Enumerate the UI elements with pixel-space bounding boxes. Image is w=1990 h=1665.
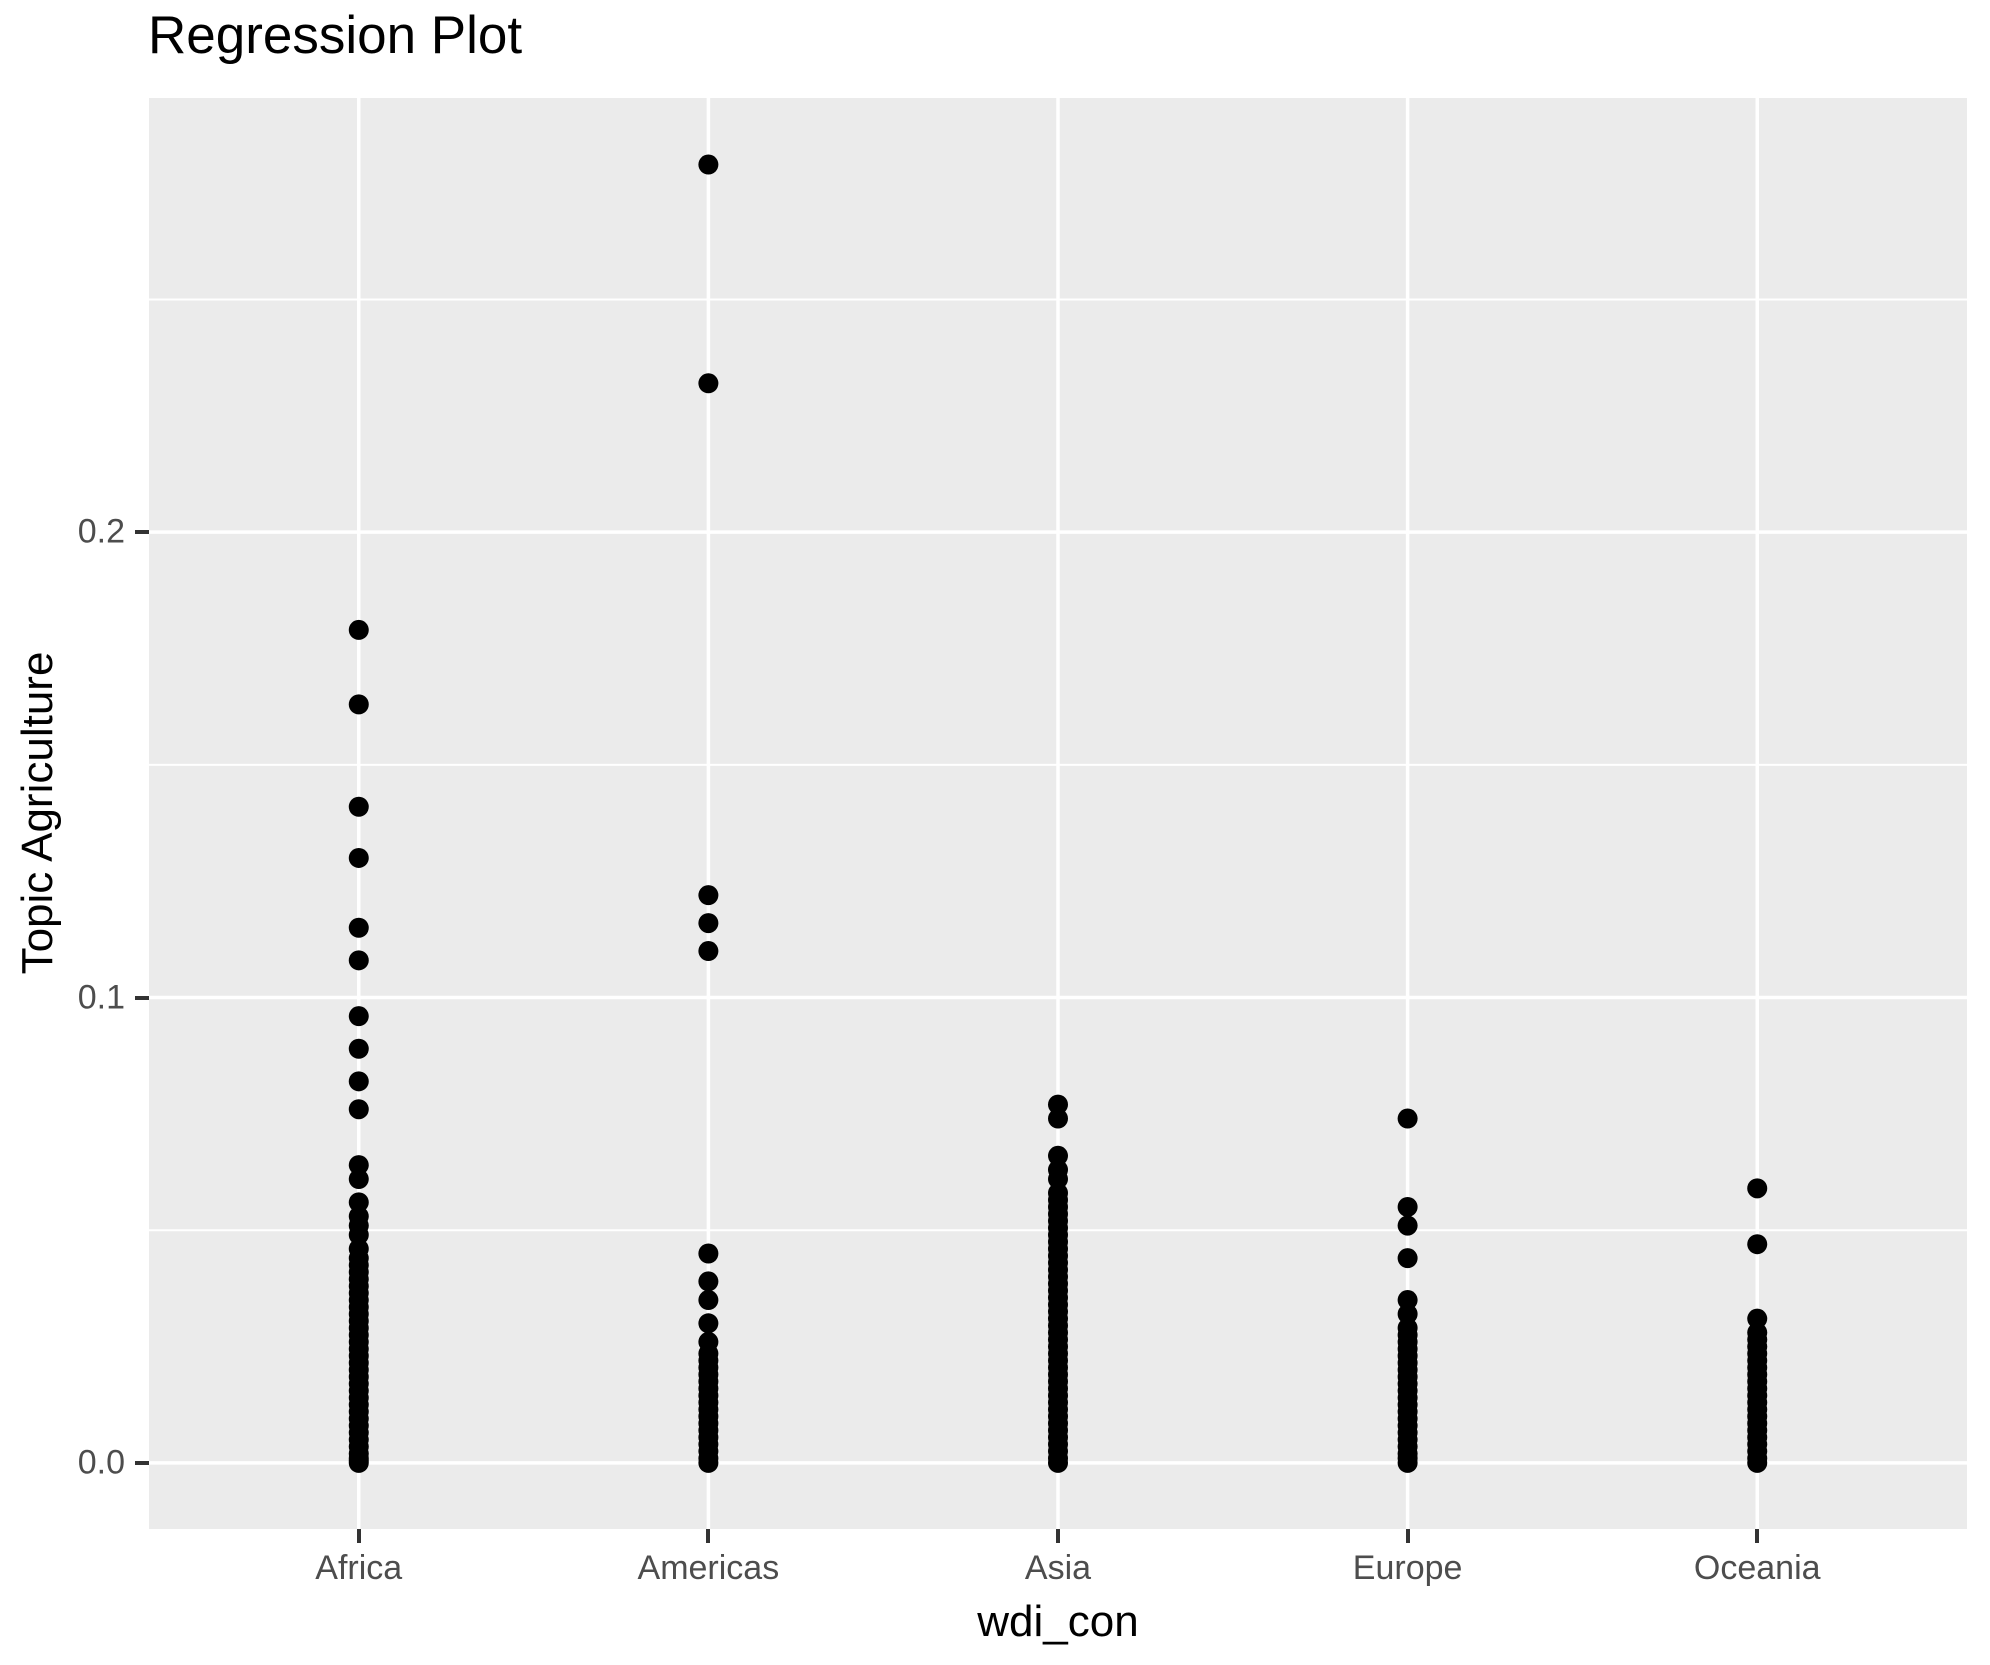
data-point [1048,1452,1068,1473]
x-tick-label-europe: Europe [1352,1549,1463,1587]
data-point [348,619,369,640]
data-point [698,154,719,175]
data-point [348,1155,369,1176]
x-tick-mark [356,1529,361,1543]
data-point [1747,1452,1768,1473]
data-point [1747,1308,1768,1329]
plot-title: Regression Plot [148,6,523,65]
plot-panel [149,98,1967,1529]
y-tick-mark [135,1460,149,1465]
data-point [348,1224,369,1245]
y-tick-label: 0.2 [77,512,125,551]
data-point [348,1038,369,1059]
data-point [348,796,369,817]
data-point [1397,1196,1418,1217]
data-point [1747,1234,1768,1255]
data-point [1048,1169,1068,1190]
y-axis-title: Topic Agriculture [13,651,62,975]
data-point [698,1290,719,1311]
data-point [698,373,719,394]
y-tick-label: 0.1 [77,978,125,1017]
x-tick-label-africa: Africa [315,1549,403,1587]
data-point [698,885,719,906]
data-point [348,1099,369,1120]
data-point [348,950,369,971]
x-tick-mark [1056,1529,1060,1543]
x-tick-label-oceania: Oceania [1693,1549,1821,1587]
x-tick-mark [1405,1529,1410,1543]
x-tick-label-americas: Americas [637,1549,780,1587]
data-point [1048,1094,1068,1115]
data-point [348,1192,369,1213]
x-tick-mark [1755,1529,1760,1543]
data-point [698,1313,719,1334]
data-point [348,1452,369,1473]
data-point [348,1006,369,1027]
data-point [698,913,719,934]
data-point [1397,1215,1418,1236]
data-point [348,847,369,868]
data-point [1048,1145,1068,1166]
x-axis-title: wdi_con [977,1597,1139,1646]
data-point [698,941,719,962]
data-point [1397,1452,1418,1473]
data-point [1397,1304,1418,1325]
y-tick-label: 0.0 [77,1443,125,1482]
data-point [348,1169,369,1190]
data-point [698,1452,719,1473]
data-point [348,917,369,938]
x-tick-label-asia: Asia [1024,1549,1092,1587]
data-point [1397,1290,1418,1311]
plot-area-svg [149,98,1967,1529]
y-tick-mark [135,995,149,1000]
data-point [1048,1108,1068,1129]
y-tick-mark [135,530,149,535]
x-tick-mark [706,1529,711,1543]
data-point [1397,1248,1418,1269]
data-point [1747,1178,1768,1199]
data-point [348,694,369,715]
data-point [348,1071,369,1092]
data-point [1397,1108,1418,1129]
data-point [698,1271,719,1292]
data-point [698,1243,719,1264]
